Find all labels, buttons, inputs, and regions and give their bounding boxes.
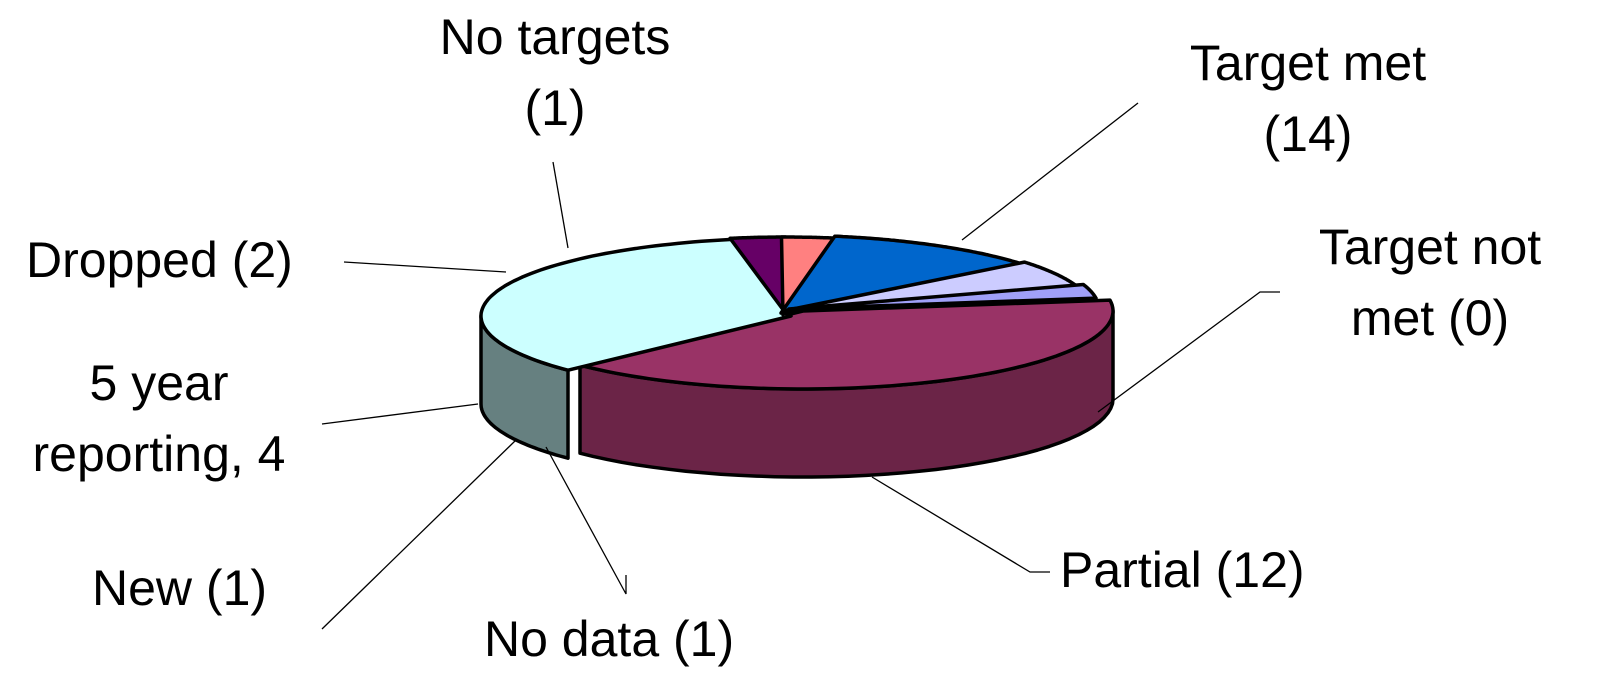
pie-slice-target-met (578, 298, 1115, 391)
label-five-year-reporting: 5 year reporting, 4 (32, 355, 286, 482)
pie-slice-no-data (728, 235, 789, 317)
label-dropped: Dropped (2) (26, 232, 293, 288)
leader-line-no-data (545, 446, 627, 595)
leader-lines (321, 102, 1280, 630)
label-partial: Partial (12) (1060, 542, 1305, 598)
label-no-data: No data (1) (484, 611, 735, 667)
label-target-met: Target met (14) (1189, 35, 1427, 162)
leader-line-target-not-met (1097, 291, 1280, 413)
pie-slice-no-targets (787, 282, 1098, 311)
pie-slice-partial (479, 237, 793, 372)
pie-tops (479, 234, 1115, 391)
leader-line-dropped (343, 261, 507, 273)
leader-line-five-year-reporting (321, 403, 479, 425)
label-new: New (1) (92, 560, 268, 616)
label-target-not-met: Target not met (0) (1318, 219, 1542, 346)
leader-line-partial (871, 476, 1050, 573)
leader-line-new (321, 439, 517, 630)
pie-slice-dropped (781, 260, 1080, 313)
leader-line-no-targets (552, 161, 569, 249)
pie-slice-five-year-reporting (779, 234, 1025, 315)
label-no-targets: No targets (1) (439, 9, 671, 136)
leader-line-target-met (961, 102, 1139, 241)
